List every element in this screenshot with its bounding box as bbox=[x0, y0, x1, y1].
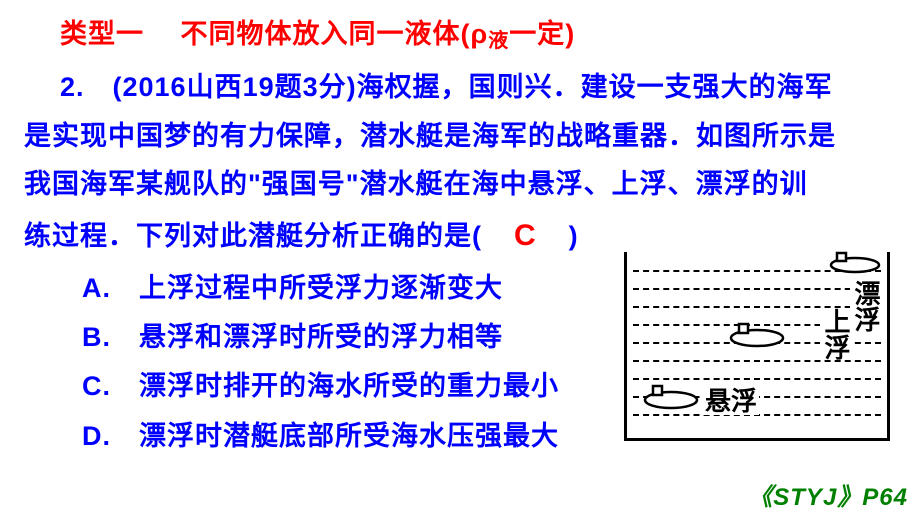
problem-source: 2. (2016山西19题3分) bbox=[60, 72, 357, 102]
label-suspend: 悬浮 bbox=[703, 388, 759, 415]
problem-line4: 练过程．下列对此潜艇分析正确的是( bbox=[24, 221, 510, 251]
heading-text: 不同物体放入同一液体(ρ bbox=[181, 19, 489, 49]
submarine-figure: 漂浮 上浮 悬浮 bbox=[624, 252, 890, 441]
wave-line bbox=[633, 288, 881, 290]
problem-line3: 我国海军某舰队的"强国号"潜水艇在海中悬浮、上浮、漂浮的训 bbox=[24, 169, 808, 199]
heading-suffix: 一定) bbox=[509, 19, 575, 49]
answer-letter: C bbox=[510, 219, 541, 252]
heading-sub: 液 bbox=[488, 30, 509, 52]
submarine-float-icon bbox=[823, 248, 881, 274]
label-rise: 上浮 bbox=[820, 308, 851, 360]
submarine-suspend-icon bbox=[637, 380, 699, 410]
submarine-rise-icon bbox=[723, 318, 785, 348]
page-ref: 《STYJ》P64 bbox=[748, 477, 908, 512]
problem-text: 2. (2016山西19题3分)海权握，国则兴．建设一支强大的海军 是实现中国梦… bbox=[24, 63, 896, 263]
heading-prefix: 类型一 bbox=[60, 19, 144, 49]
label-float: 漂浮 bbox=[850, 280, 881, 332]
problem-line2: 是实现中国梦的有力保障，潜水艇是海军的战略重器．如图所示是 bbox=[24, 121, 836, 151]
wave-line bbox=[633, 360, 881, 362]
problem-line4-end: ) bbox=[541, 221, 579, 251]
problem-line1: 海权握，国则兴．建设一支强大的海军 bbox=[357, 72, 833, 102]
type-heading: 类型一 不同物体放入同一液体(ρ液一定) bbox=[24, 12, 896, 53]
